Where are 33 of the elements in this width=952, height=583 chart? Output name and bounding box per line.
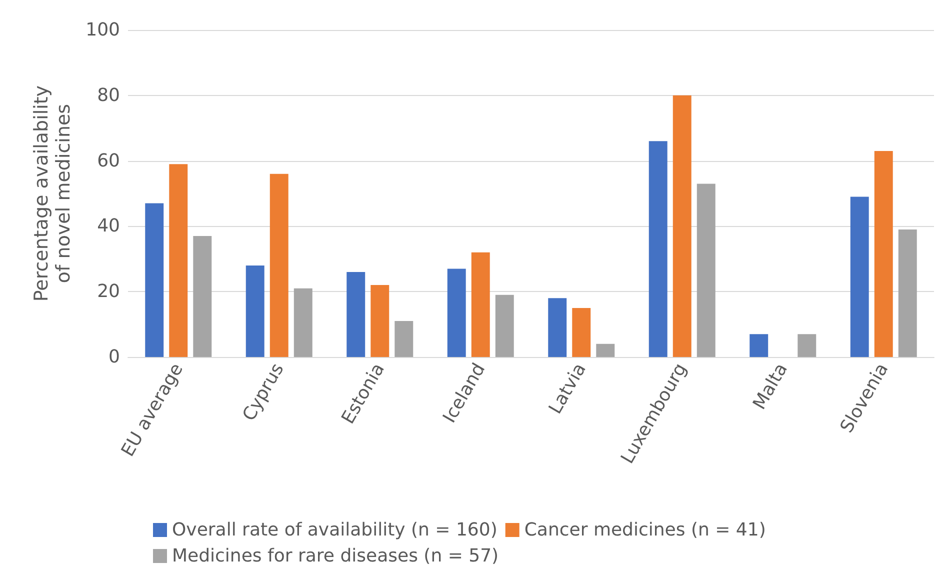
y-tick-label: 20 bbox=[97, 281, 120, 302]
bar bbox=[270, 174, 288, 357]
bar bbox=[370, 285, 390, 357]
bar bbox=[750, 334, 768, 357]
legend-label: Medicines for rare diseases (n = 57) bbox=[172, 546, 499, 566]
y-tick-label: 40 bbox=[97, 216, 120, 237]
bar bbox=[572, 308, 591, 357]
y-tick-label: 100 bbox=[86, 20, 120, 40]
bar bbox=[495, 294, 514, 357]
legend-label: Cancer medicines (n = 41) bbox=[524, 520, 766, 540]
bar bbox=[596, 344, 615, 357]
bar bbox=[696, 184, 716, 357]
bar bbox=[145, 203, 164, 357]
bar bbox=[294, 288, 312, 357]
bar bbox=[672, 95, 692, 357]
bar bbox=[648, 141, 668, 357]
y-tick-label: 80 bbox=[97, 84, 120, 106]
bar bbox=[346, 272, 366, 357]
bar bbox=[193, 236, 212, 357]
bar bbox=[874, 150, 893, 357]
bar bbox=[169, 164, 188, 357]
y-tick-label: 60 bbox=[97, 150, 120, 172]
bar bbox=[246, 265, 264, 357]
legend-label: Overall rate of availability (n = 160) bbox=[172, 520, 498, 540]
y-tick-label: 0 bbox=[108, 346, 120, 368]
bar bbox=[548, 298, 567, 357]
y-axis-title: Percentage availability of novel medicines bbox=[30, 85, 75, 302]
bar bbox=[850, 196, 869, 357]
bar bbox=[471, 252, 490, 357]
bar bbox=[798, 334, 816, 357]
bar bbox=[898, 229, 917, 357]
bar bbox=[447, 268, 466, 357]
bar bbox=[394, 321, 414, 357]
